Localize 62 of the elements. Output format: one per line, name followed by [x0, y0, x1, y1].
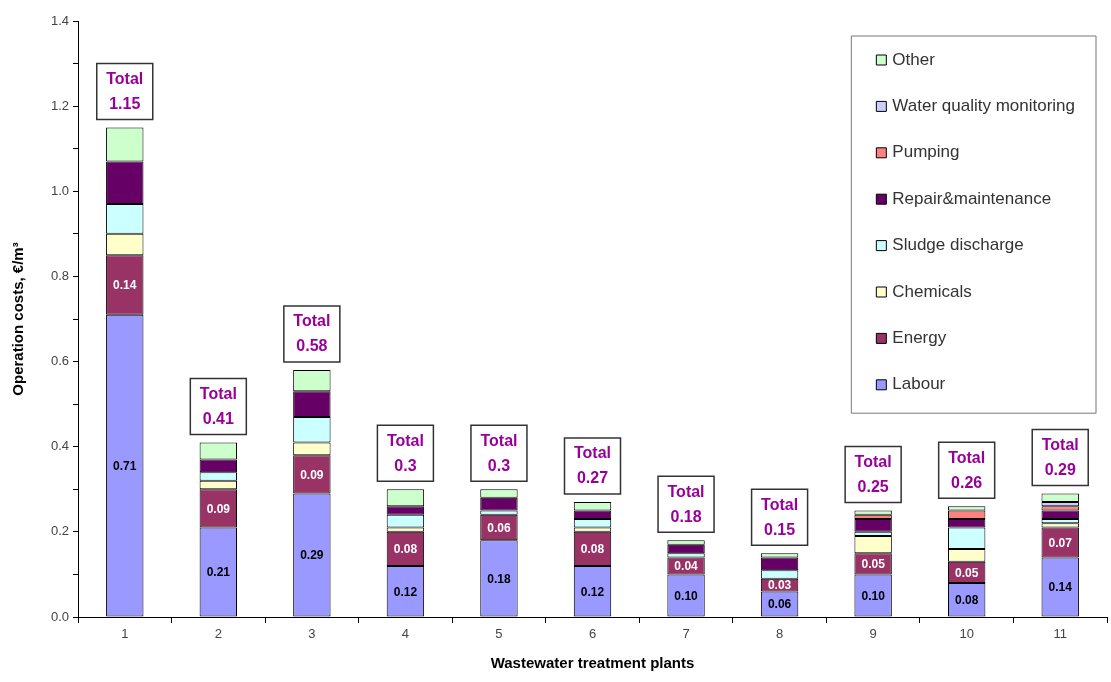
data-label: 0.10: [674, 588, 699, 603]
data-label: 0.08: [393, 542, 418, 557]
x-tick-label: 5: [495, 626, 503, 642]
total-label: Total 0.26: [948, 448, 986, 491]
data-label: 0.12: [580, 584, 605, 599]
data-label: 0.10: [861, 588, 886, 603]
y-tick-label: 0.8: [50, 268, 69, 284]
total-label: Total 0.27: [573, 444, 612, 487]
y-tick-label: 0.0: [50, 608, 69, 624]
total-label: Total 0.3: [386, 431, 424, 474]
data-label: 0.18: [487, 571, 511, 586]
data-label: 0.06: [767, 597, 792, 612]
data-label: 0.71: [113, 458, 137, 473]
total-label: Total 0.3: [480, 431, 518, 474]
y-axis-title: Operation costs, €/m³: [9, 242, 27, 396]
data-label: 0.07: [1048, 535, 1073, 550]
x-tick-label: 10: [959, 626, 974, 642]
total-label: Total 0.41: [199, 384, 237, 427]
legend-label: Repair&maintenance: [892, 188, 1052, 208]
data-label: 0.06: [487, 520, 511, 535]
legend-label: Other: [892, 49, 936, 69]
y-tick-label: 1.0: [50, 182, 69, 198]
total-label: Total 0.29: [1041, 435, 1079, 478]
data-label: 0.09: [206, 501, 231, 516]
x-tick-label: 2: [214, 626, 222, 642]
y-tick-label: 1.2: [50, 97, 69, 113]
data-label: 0.29: [300, 548, 324, 563]
y-tick-label: 0.4: [50, 438, 69, 454]
x-tick-label: 9: [869, 626, 877, 642]
data-label: 0.05: [861, 557, 886, 572]
x-axis-title: Wastewater treatment plants: [490, 654, 695, 672]
y-tick-label: 0.6: [50, 353, 69, 369]
total-label: Total 1.15: [106, 69, 144, 112]
data-label: 0.03: [767, 578, 792, 593]
data-label: 0.08: [955, 593, 979, 608]
x-tick-label: 4: [401, 626, 410, 642]
y-tick-label: 1.4: [50, 12, 69, 28]
x-tick-label: 8: [775, 626, 784, 642]
x-tick-label: 11: [1053, 626, 1067, 642]
data-label: 0.14: [113, 278, 137, 293]
total-label: Total 0.25: [854, 452, 892, 495]
data-label: 0.14: [1048, 580, 1073, 595]
x-tick-label: 1: [121, 626, 129, 642]
legend-label: Chemicals: [892, 281, 972, 301]
data-label: 0.09: [300, 467, 324, 482]
total-label: Total 0.15: [761, 495, 799, 538]
data-label: 0.12: [393, 584, 418, 599]
y-tick-label: 0.2: [50, 523, 69, 539]
x-tick-label: 6: [588, 626, 597, 642]
data-label: 0.08: [580, 542, 605, 557]
data-label: 0.05: [955, 565, 979, 580]
legend-label: Labour: [892, 374, 946, 394]
total-label: Total 0.18: [667, 482, 705, 525]
legend-label: Water quality monitoring: [892, 96, 1075, 116]
x-tick-label: 3: [308, 626, 316, 642]
total-label: Total 0.58: [293, 312, 331, 355]
legend-label: Sludge discharge: [892, 235, 1024, 255]
data-label: 0.04: [674, 559, 699, 574]
legend-label: Energy: [892, 328, 947, 348]
x-tick-label: 7: [682, 626, 690, 642]
legend-label: Pumping: [892, 142, 960, 162]
data-label: 0.21: [206, 565, 231, 580]
